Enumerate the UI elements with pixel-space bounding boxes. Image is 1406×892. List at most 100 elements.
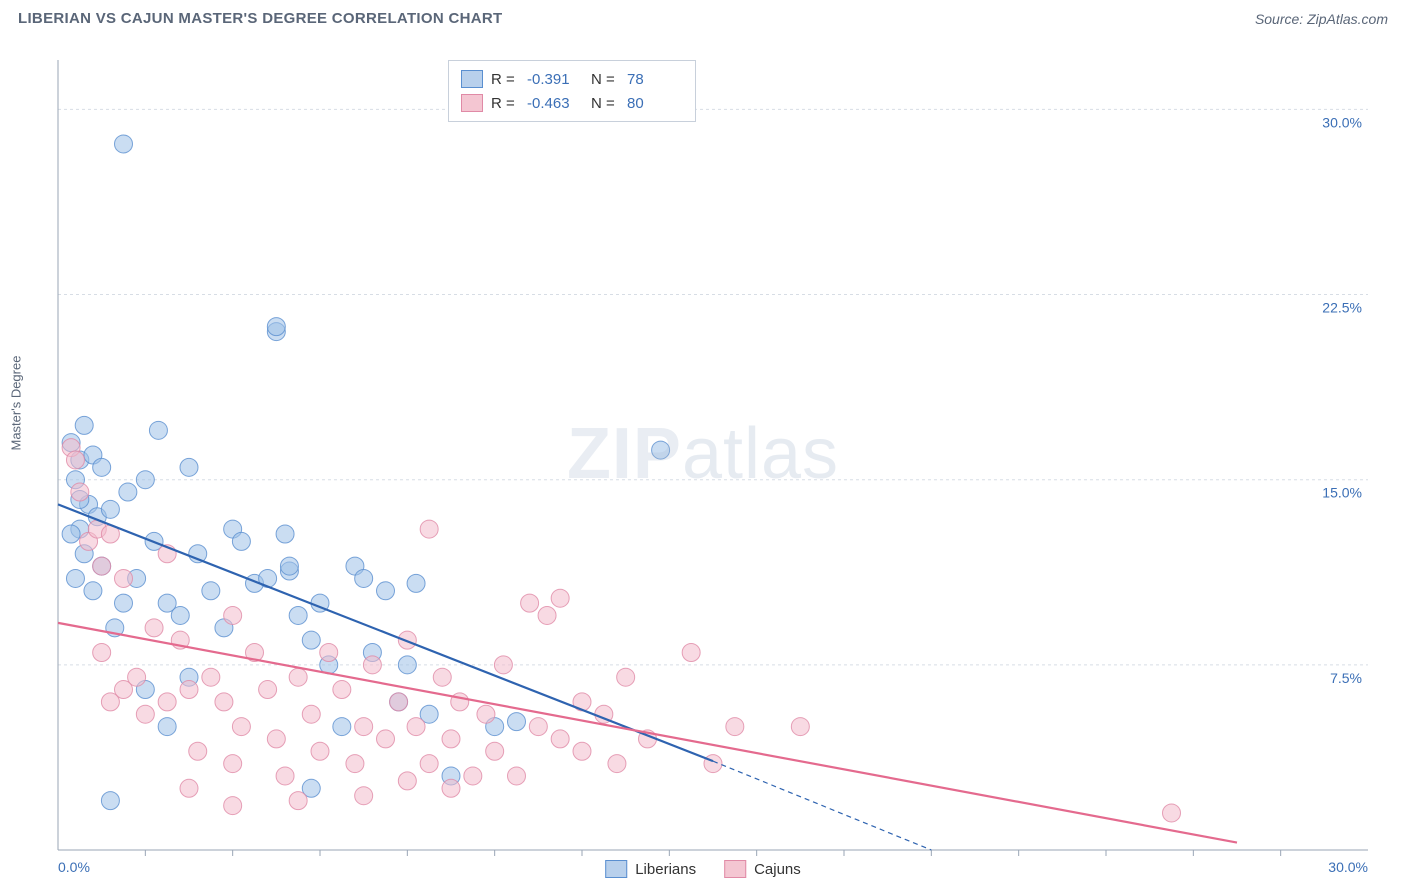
data-point bbox=[128, 668, 146, 686]
data-point bbox=[617, 668, 635, 686]
n-label: N = bbox=[591, 71, 619, 88]
legend-swatch bbox=[461, 70, 483, 88]
data-point bbox=[289, 792, 307, 810]
n-value: 78 bbox=[627, 71, 683, 88]
stats-legend: R =-0.391N =78R =-0.463N =80 bbox=[448, 60, 696, 122]
data-point bbox=[407, 574, 425, 592]
data-point bbox=[726, 718, 744, 736]
data-point bbox=[180, 458, 198, 476]
data-point bbox=[267, 318, 285, 336]
data-point bbox=[66, 451, 84, 469]
data-point bbox=[202, 582, 220, 600]
data-point bbox=[355, 718, 373, 736]
data-point bbox=[267, 730, 285, 748]
data-point bbox=[136, 705, 154, 723]
data-point bbox=[259, 681, 277, 699]
series-legend-label: Liberians bbox=[635, 861, 696, 878]
data-point bbox=[398, 772, 416, 790]
data-point bbox=[521, 594, 539, 612]
y-tick-label: 22.5% bbox=[1322, 300, 1362, 316]
chart-title: LIBERIAN VS CAJUN MASTER'S DEGREE CORREL… bbox=[18, 10, 502, 27]
data-point bbox=[311, 742, 329, 760]
data-point bbox=[232, 718, 250, 736]
data-point bbox=[477, 705, 495, 723]
data-point bbox=[529, 718, 547, 736]
legend-swatch bbox=[605, 860, 627, 878]
data-point bbox=[791, 718, 809, 736]
data-point bbox=[145, 619, 163, 637]
data-point bbox=[180, 779, 198, 797]
data-point bbox=[62, 525, 80, 543]
data-point bbox=[346, 755, 364, 773]
data-point bbox=[93, 458, 111, 476]
data-point bbox=[464, 767, 482, 785]
data-point bbox=[355, 787, 373, 805]
data-point bbox=[101, 693, 119, 711]
data-point bbox=[551, 730, 569, 748]
r-label: R = bbox=[491, 95, 519, 112]
data-point bbox=[390, 693, 408, 711]
data-point bbox=[158, 693, 176, 711]
data-point bbox=[224, 797, 242, 815]
data-point bbox=[115, 594, 133, 612]
data-point bbox=[66, 569, 84, 587]
data-point bbox=[276, 767, 294, 785]
data-point bbox=[398, 656, 416, 674]
data-point bbox=[280, 557, 298, 575]
series-legend-item: Liberians bbox=[605, 860, 696, 878]
data-point bbox=[377, 730, 395, 748]
data-point bbox=[608, 755, 626, 773]
data-point bbox=[363, 656, 381, 674]
stats-legend-row: R =-0.463N =80 bbox=[461, 91, 683, 115]
data-point bbox=[180, 681, 198, 699]
data-point bbox=[289, 668, 307, 686]
data-point bbox=[136, 471, 154, 489]
x-tick-label: 0.0% bbox=[58, 859, 90, 875]
data-point bbox=[101, 500, 119, 518]
data-point bbox=[494, 656, 512, 674]
data-point bbox=[551, 589, 569, 607]
trend-line-extrapolated bbox=[713, 761, 931, 850]
scatter-chart: 7.5%15.0%22.5%30.0%0.0%30.0% bbox=[18, 42, 1388, 882]
data-point bbox=[442, 730, 460, 748]
data-point bbox=[224, 755, 242, 773]
data-point bbox=[682, 644, 700, 662]
data-point bbox=[355, 569, 373, 587]
data-point bbox=[232, 532, 250, 550]
data-point bbox=[1163, 804, 1181, 822]
data-point bbox=[224, 606, 242, 624]
data-point bbox=[75, 416, 93, 434]
source-label: Source: ZipAtlas.com bbox=[1255, 11, 1388, 27]
data-point bbox=[302, 631, 320, 649]
series-legend: Liberians Cajuns bbox=[605, 860, 801, 878]
chart-container: Master's Degree 7.5%15.0%22.5%30.0%0.0%3… bbox=[18, 42, 1388, 882]
data-point bbox=[442, 779, 460, 797]
data-point bbox=[486, 742, 504, 760]
data-point bbox=[407, 718, 425, 736]
r-label: R = bbox=[491, 71, 519, 88]
y-tick-label: 7.5% bbox=[1330, 670, 1362, 686]
data-point bbox=[508, 713, 526, 731]
data-point bbox=[84, 582, 102, 600]
data-point bbox=[320, 644, 338, 662]
data-point bbox=[202, 668, 220, 686]
n-label: N = bbox=[591, 95, 619, 112]
data-point bbox=[538, 606, 556, 624]
data-point bbox=[101, 792, 119, 810]
stats-legend-row: R =-0.391N =78 bbox=[461, 67, 683, 91]
data-point bbox=[115, 135, 133, 153]
legend-swatch bbox=[461, 94, 483, 112]
data-point bbox=[333, 718, 351, 736]
data-point bbox=[115, 569, 133, 587]
data-point bbox=[573, 742, 591, 760]
data-point bbox=[276, 525, 294, 543]
series-legend-item: Cajuns bbox=[724, 860, 801, 878]
y-tick-label: 30.0% bbox=[1322, 114, 1362, 130]
x-tick-label: 30.0% bbox=[1328, 859, 1368, 875]
data-point bbox=[119, 483, 137, 501]
data-point bbox=[652, 441, 670, 459]
data-point bbox=[333, 681, 351, 699]
series-legend-label: Cajuns bbox=[754, 861, 801, 878]
data-point bbox=[158, 718, 176, 736]
data-point bbox=[433, 668, 451, 686]
